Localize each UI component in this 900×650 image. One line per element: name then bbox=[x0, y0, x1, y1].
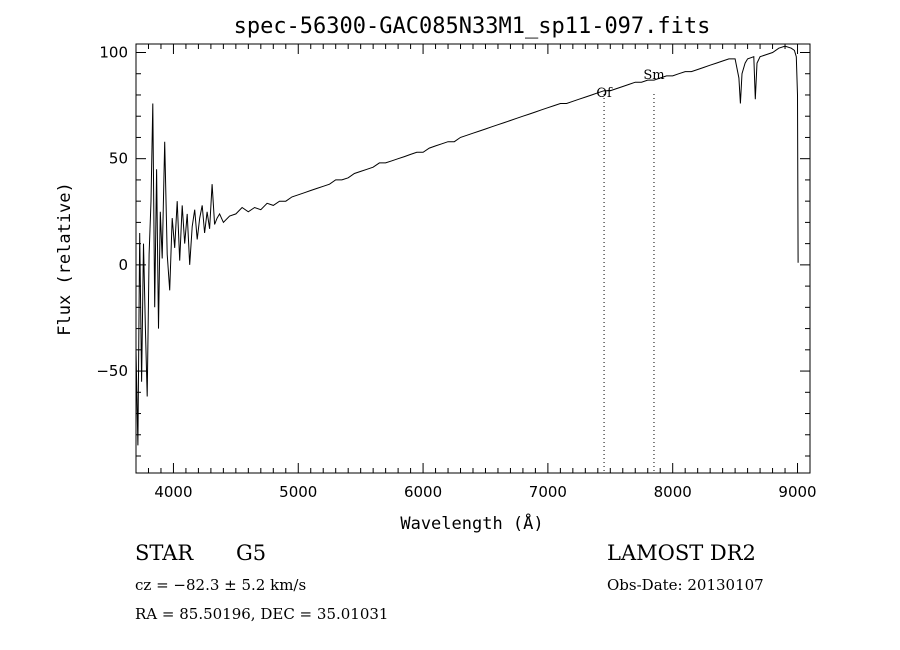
x-tick-label: 6000 bbox=[404, 483, 442, 501]
y-axis-label: Flux (relative) bbox=[55, 182, 75, 336]
marker-label: Of bbox=[596, 86, 613, 101]
observation-date: Obs-Date: 20130107 bbox=[607, 576, 764, 594]
marker-lines: Of Sm bbox=[596, 68, 665, 473]
spectrum-line bbox=[135, 45, 799, 446]
redshift-velocity: cz = −82.3 ± 5.2 km/s bbox=[135, 576, 307, 594]
x-axis-label: Wavelength (Å) bbox=[400, 512, 543, 534]
y-tick-label: 50 bbox=[109, 150, 128, 168]
x-axis-ticks: 4000 5000 6000 7000 8000 9000 bbox=[135, 44, 817, 501]
sky-coordinates: RA = 85.50196, DEC = 35.01031 bbox=[135, 605, 389, 623]
chart-title: spec-56300-GAC085N33M1_sp11-097.fits bbox=[234, 14, 711, 39]
plot-frame bbox=[135, 43, 811, 474]
marker-label: Sm bbox=[643, 68, 664, 83]
x-tick-label: 7000 bbox=[529, 483, 567, 501]
x-tick-label: 9000 bbox=[778, 483, 816, 501]
y-tick-label: −50 bbox=[96, 362, 128, 380]
x-tick-label: 5000 bbox=[279, 483, 317, 501]
y-tick-label: 0 bbox=[118, 256, 128, 274]
object-class: STAR bbox=[135, 541, 194, 565]
object-subclass: G5 bbox=[236, 541, 267, 565]
y-axis-ticks: −50 0 50 100 bbox=[96, 43, 810, 457]
x-tick-label: 4000 bbox=[154, 483, 192, 501]
y-tick-label: 100 bbox=[99, 43, 128, 61]
survey-name: LAMOST DR2 bbox=[607, 541, 756, 565]
x-tick-label: 8000 bbox=[654, 483, 692, 501]
